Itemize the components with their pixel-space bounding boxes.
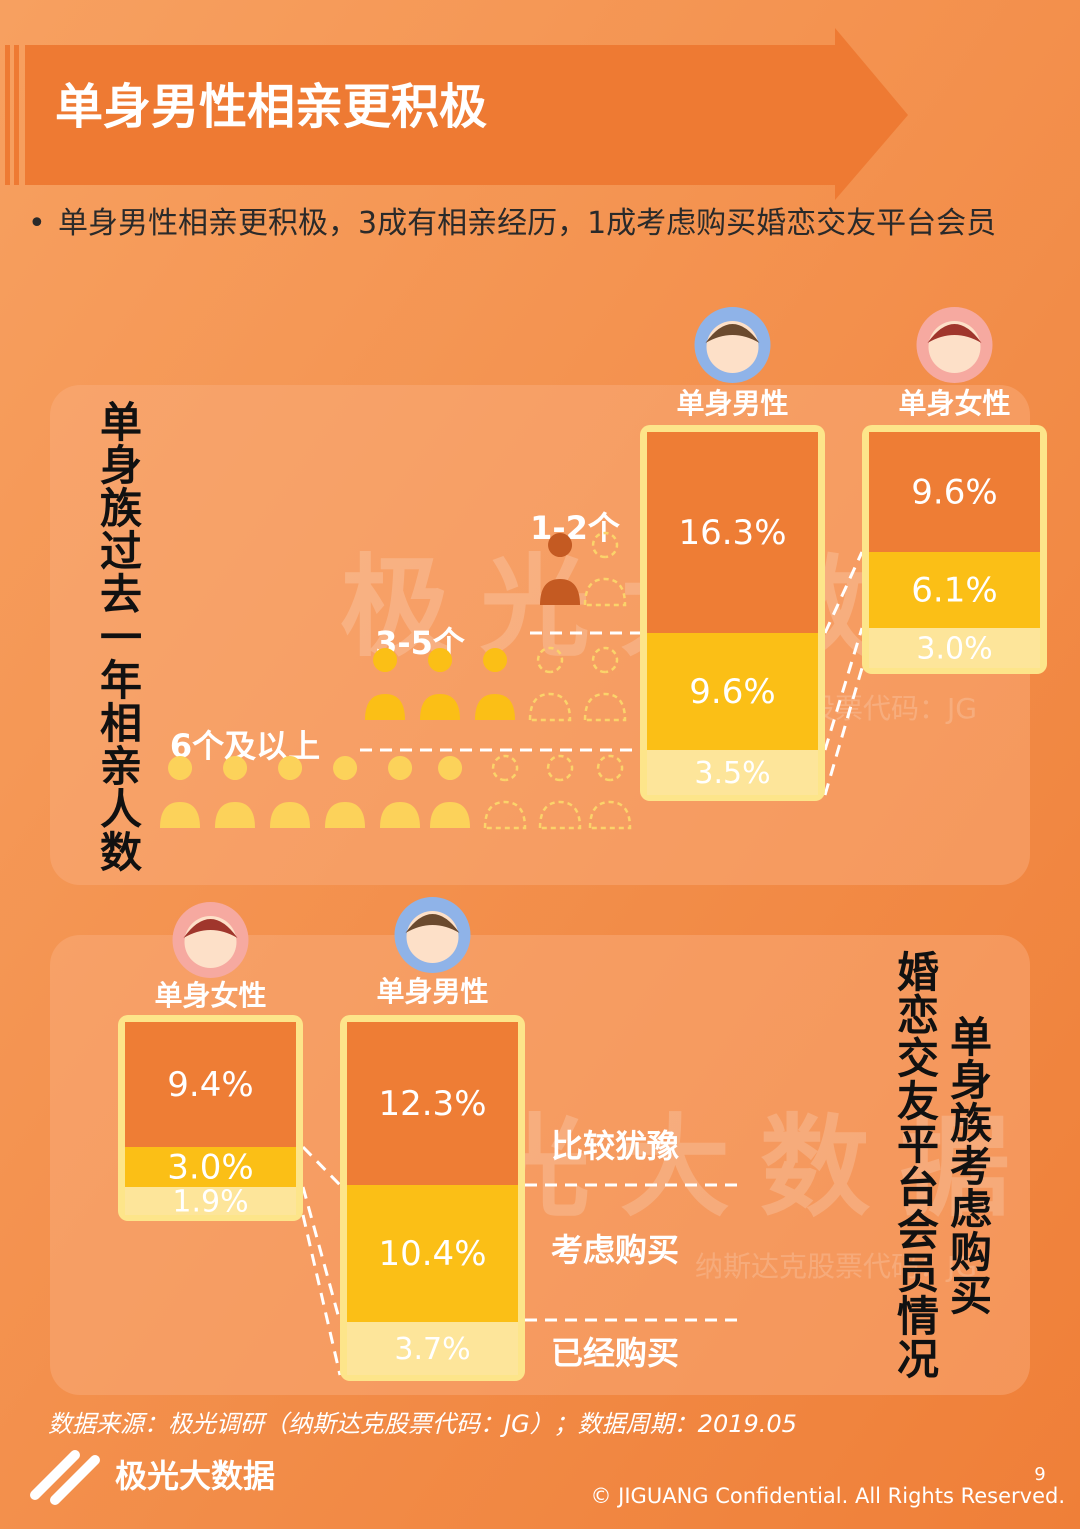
group-label: 单身男性 bbox=[376, 975, 488, 1008]
segment-label: 1.9% bbox=[172, 1185, 248, 1220]
segment bbox=[125, 1022, 296, 1147]
segment bbox=[647, 750, 818, 795]
source: 数据来源：极光调研（纳斯达克股票代码：JG）；数据周期：2019.05 bbox=[48, 1410, 797, 1438]
segment bbox=[869, 432, 1040, 552]
person-icon bbox=[365, 648, 405, 720]
connector bbox=[301, 1145, 342, 1187]
bullet: 单身男性相亲更积极，3成有相亲经历，1成考虑购买婚恋交友平台会员 bbox=[28, 205, 1018, 243]
level-label: 考虑购买 bbox=[551, 1231, 679, 1269]
avatar-hair bbox=[705, 324, 760, 343]
segment-label: 12.3% bbox=[378, 1084, 486, 1124]
level-label: 已经购买 bbox=[551, 1334, 679, 1372]
segment bbox=[647, 432, 818, 633]
person-icon bbox=[420, 648, 460, 720]
person-icon bbox=[325, 756, 365, 828]
person-icon bbox=[270, 756, 310, 828]
person-icon bbox=[430, 756, 470, 828]
person-icon bbox=[540, 533, 580, 605]
panel-title: 单身族考虑购买 bbox=[944, 1015, 993, 1316]
person-icon bbox=[380, 756, 420, 828]
group-label: 单身女性 bbox=[898, 387, 1010, 420]
segment bbox=[347, 1185, 518, 1322]
connector bbox=[823, 667, 864, 796]
segment-label: 9.4% bbox=[167, 1065, 253, 1105]
person-icon bbox=[483, 754, 527, 830]
header-arrow bbox=[25, 28, 908, 200]
connector bbox=[823, 551, 864, 634]
group-label: 单身女性 bbox=[154, 979, 266, 1012]
group-label: 单身男性 bbox=[676, 387, 788, 420]
segment-label: 3.5% bbox=[694, 756, 770, 791]
segment-label: 6.1% bbox=[911, 571, 997, 611]
logo bbox=[30, 1450, 100, 1505]
person-icon bbox=[583, 531, 627, 607]
panel-title: 单身族过去一年相亲人数 bbox=[94, 400, 143, 873]
segment bbox=[347, 1022, 518, 1185]
page-number: 9 bbox=[1034, 1464, 1045, 1485]
person-icon bbox=[475, 648, 515, 720]
segment bbox=[869, 628, 1040, 668]
person-icon bbox=[538, 754, 582, 830]
segment bbox=[647, 633, 818, 750]
segment bbox=[125, 1187, 296, 1215]
avatar-hair bbox=[405, 914, 460, 933]
header-title: 单身男性相亲更积极 bbox=[55, 79, 487, 135]
avatar-hair bbox=[183, 919, 238, 938]
level-label: 比较犹豫 bbox=[551, 1127, 679, 1165]
copyright: © JIGUANG Confidential. All Rights Reser… bbox=[591, 1484, 1066, 1508]
segment-label: 3.0% bbox=[916, 632, 992, 667]
brand: 极光大数据 bbox=[115, 1457, 275, 1495]
connector bbox=[301, 1214, 342, 1376]
segment bbox=[125, 1147, 296, 1187]
segment-label: 3.7% bbox=[394, 1332, 470, 1367]
watermark: 纳斯达克股票代码：JG bbox=[695, 1250, 977, 1283]
segment-label: 16.3% bbox=[678, 513, 786, 553]
person-icon bbox=[583, 646, 627, 722]
level-label: 1-2个 bbox=[530, 509, 620, 547]
avatar-hair bbox=[927, 324, 982, 343]
panel-title: 婚恋交友平台会员情况 bbox=[891, 950, 940, 1380]
segment-label: 3.0% bbox=[167, 1148, 253, 1188]
header-stripe bbox=[14, 45, 19, 185]
header-stripe bbox=[5, 45, 10, 185]
person-icon bbox=[528, 646, 572, 722]
person-icon bbox=[160, 756, 200, 828]
connector bbox=[301, 1186, 342, 1323]
segment bbox=[347, 1322, 518, 1375]
segment-label: 10.4% bbox=[378, 1234, 486, 1274]
segment-label: 9.6% bbox=[689, 672, 775, 712]
connector bbox=[823, 627, 864, 751]
segment-label: 9.6% bbox=[911, 473, 997, 513]
person-icon bbox=[588, 754, 632, 830]
person-icon bbox=[215, 756, 255, 828]
segment bbox=[869, 552, 1040, 628]
